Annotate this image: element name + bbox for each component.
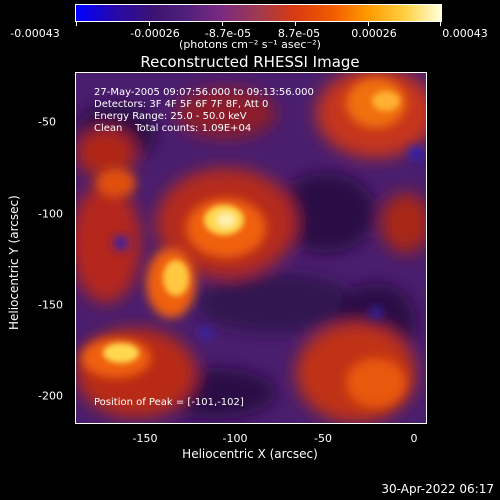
colorbar-tick bbox=[440, 21, 441, 26]
peak-position: Position of Peak = [-101,-102] bbox=[94, 397, 244, 408]
colorbar-tick-label: -8.7e-05 bbox=[204, 27, 252, 40]
colorbar-tick-label: 0.00026 bbox=[351, 27, 397, 40]
energy-range: Energy Range: 25.0 - 50.0 keV bbox=[94, 111, 247, 122]
time-range: 27-May-2005 09:07:56.000 to 09:13:56.000 bbox=[94, 87, 314, 98]
x-tick-label: 0 bbox=[410, 432, 418, 445]
clean-total-counts: Clean Total counts: 1.09E+04 bbox=[94, 123, 252, 134]
colorbar-tick bbox=[222, 21, 223, 26]
colorbar-tick-label: -0.00026 bbox=[130, 27, 180, 40]
x-tick-label: -150 bbox=[132, 432, 158, 445]
colorbar-tick-label: -0.00043 bbox=[10, 27, 60, 40]
rhessi-image-map bbox=[76, 73, 426, 423]
render-timestamp: 30-Apr-2022 06:17 bbox=[381, 482, 494, 496]
x-axis-label: Heliocentric X (arcsec) bbox=[182, 447, 318, 461]
colorbar-tick bbox=[76, 21, 77, 26]
colorbar-tick bbox=[295, 21, 296, 26]
image-title: Reconstructed RHESSI Image bbox=[140, 53, 360, 71]
colorbar-tick bbox=[368, 21, 369, 26]
colorbar-unit-label: (photons cm⁻² s⁻¹ asec⁻²) bbox=[179, 38, 321, 51]
detectors: Detectors: 3F 4F 5F 6F 7F 8F, Att 0 bbox=[94, 99, 269, 110]
rhessi-image bbox=[75, 72, 427, 424]
colorbar-tick bbox=[149, 21, 150, 26]
colorbar-tick-label: 0.00043 bbox=[442, 27, 488, 40]
x-tick-label: -100 bbox=[222, 432, 248, 445]
y-axis-label: Heliocentric Y (arcsec) bbox=[7, 195, 21, 330]
colorbar-tick-label: 8.7e-05 bbox=[277, 27, 321, 40]
y-tick-label: -200 bbox=[38, 389, 63, 403]
x-tick-label: -50 bbox=[314, 432, 332, 445]
y-tick-label: -100 bbox=[38, 207, 63, 221]
observation-info: 27-May-2005 09:07:56.000 to 09:13:56.000… bbox=[94, 87, 314, 135]
colorbar bbox=[75, 4, 442, 26]
y-tick-label: -150 bbox=[38, 298, 63, 312]
y-tick-label: -50 bbox=[38, 115, 56, 129]
